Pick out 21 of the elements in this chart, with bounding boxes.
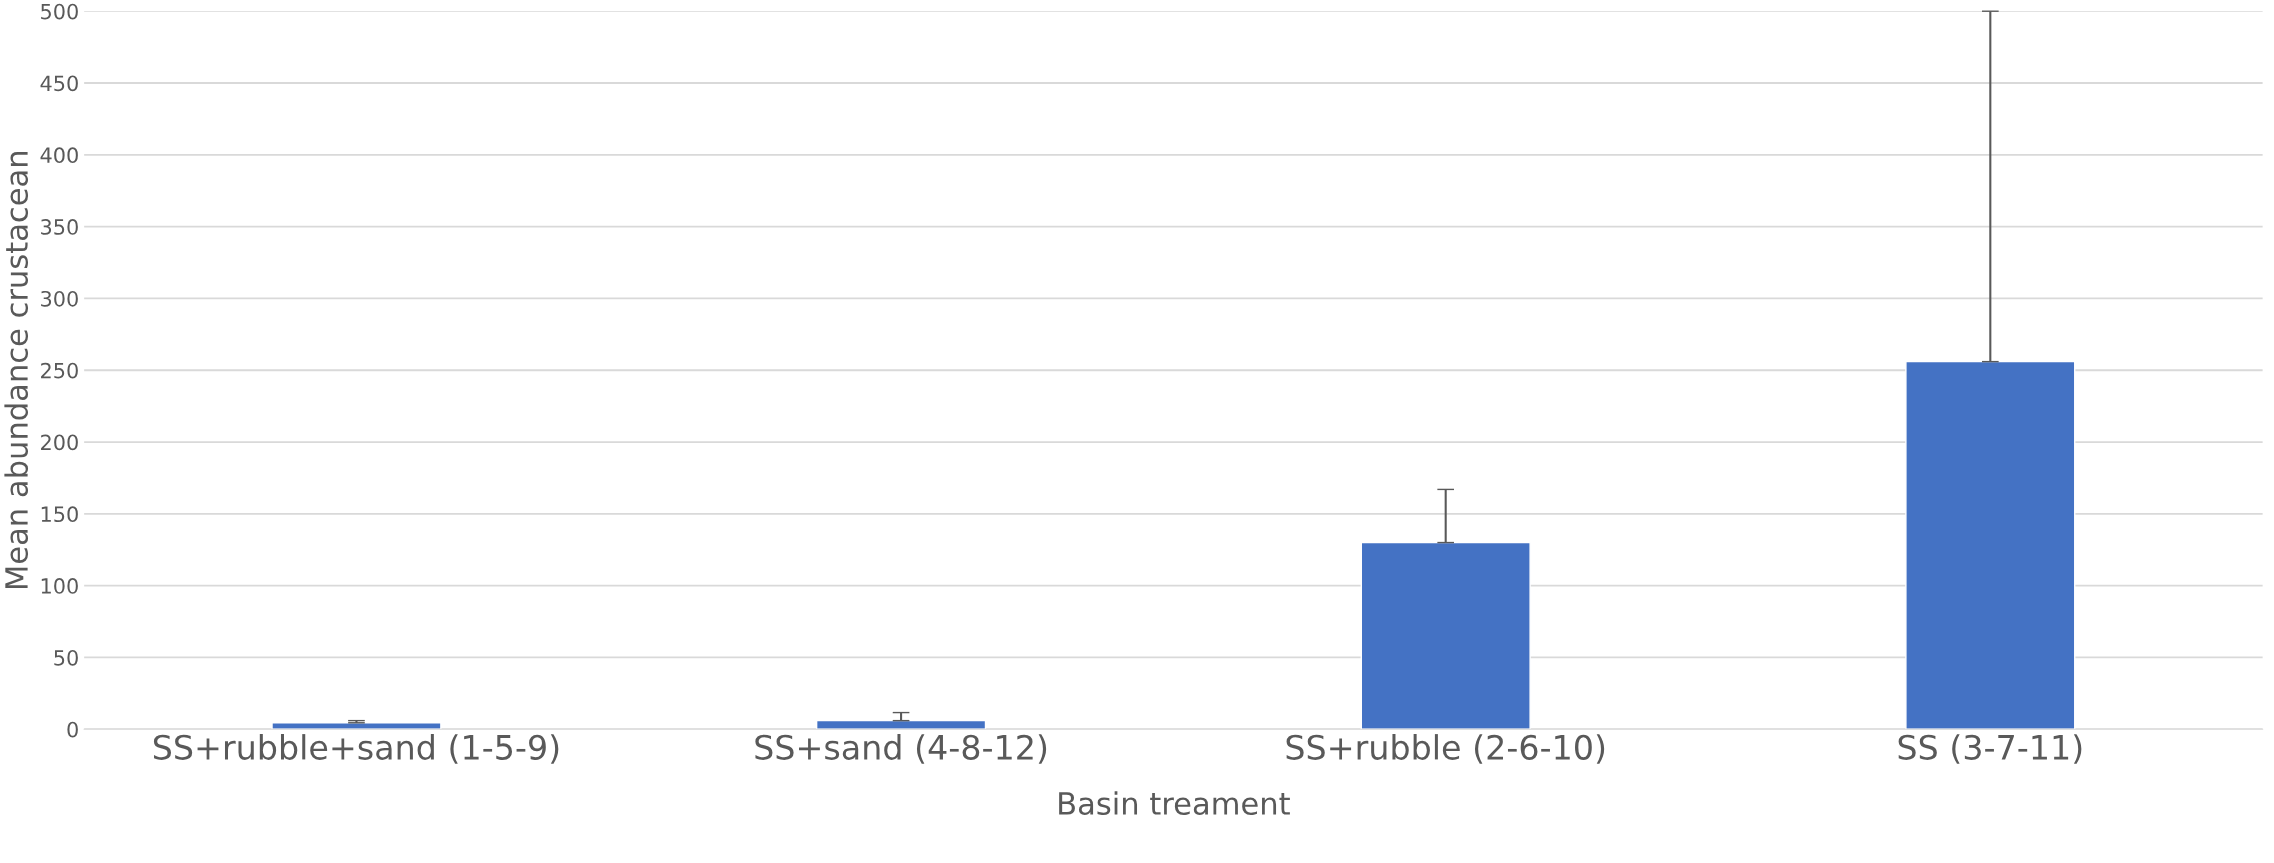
y-tick-label: 150 xyxy=(41,506,78,523)
y-tick-label: 50 xyxy=(54,649,78,666)
y-axis-title: Mean abundance crustacean xyxy=(4,152,29,589)
bar xyxy=(1360,541,1531,730)
x-axis-title: Basin treament xyxy=(1059,791,1290,816)
bar xyxy=(815,719,987,730)
y-tick-label: 200 xyxy=(41,434,78,451)
x-tick-label: SS (3-7-11) xyxy=(1898,734,2082,764)
x-tick-label: SS+rubble+sand (1-5-9) xyxy=(153,734,559,764)
y-tick-label: 300 xyxy=(41,290,78,307)
y-tick-label: 100 xyxy=(41,578,78,594)
x-tick-label: SS+sand (4-8-12) xyxy=(755,734,1047,764)
y-tick-label: 400 xyxy=(40,147,78,164)
y-tick-label: 500 xyxy=(41,3,78,20)
x-tick-label: SS+rubble (2-6-10) xyxy=(1286,734,1605,764)
y-tick-label: 0 xyxy=(67,721,78,738)
bar xyxy=(1905,360,2076,730)
y-tick-label: 250 xyxy=(41,362,78,379)
bar xyxy=(271,722,442,730)
y-tick-label: 450 xyxy=(40,75,78,92)
y-tick-label: 350 xyxy=(41,219,78,235)
